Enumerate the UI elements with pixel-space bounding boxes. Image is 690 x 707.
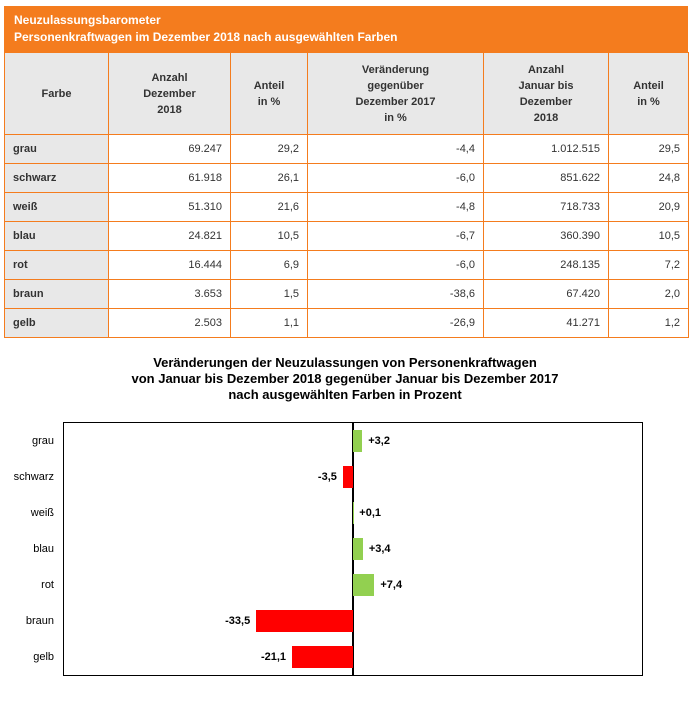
value-cell: -6,7 (308, 222, 484, 251)
report-subtitle: Personenkraftwagen im Dezember 2018 nach… (14, 29, 688, 46)
row-label-cell: schwarz (5, 164, 109, 193)
value-cell: 10,5 (609, 222, 689, 251)
value-cell: 29,2 (231, 135, 308, 164)
value-cell: -26,9 (308, 309, 484, 338)
value-cell: 24.821 (109, 222, 231, 251)
column-header-2: Anteil in % (231, 53, 308, 135)
bar-value-label: -33,5 (225, 615, 250, 627)
chart-plot-area: +3,2 -3,5 +0,1 +3,4 +7,4 -33,5 -21,1 (63, 422, 643, 676)
bar-value-label: -3,5 (318, 471, 337, 483)
column-header-5: Anteil in % (609, 53, 689, 135)
value-cell: 851.622 (484, 164, 609, 193)
bar-braun (256, 610, 353, 632)
row-label-cell: braun (5, 280, 109, 309)
value-cell: 1.012.515 (484, 135, 609, 164)
chart-bar-row: +0,1 (64, 495, 642, 531)
column-header-4: Anzahl Januar bis Dezember 2018 (484, 53, 609, 135)
chart-bar-row: +3,4 (64, 531, 642, 567)
report-title: Neuzulassungsbarometer (14, 12, 688, 29)
value-cell: 3.653 (109, 280, 231, 309)
value-cell: 7,2 (609, 251, 689, 280)
value-cell: 21,6 (231, 193, 308, 222)
column-header-3: Veränderung gegenüber Dezember 2017 in % (308, 53, 484, 135)
value-cell: 2.503 (109, 309, 231, 338)
row-label-cell: gelb (5, 309, 109, 338)
bar-blau (353, 538, 363, 560)
chart-title: Veränderungen der Neuzulassungen von Per… (0, 355, 690, 403)
bar-value-label: +0,1 (359, 507, 381, 519)
value-cell: 16.444 (109, 251, 231, 280)
bar-gelb (292, 646, 353, 668)
row-label-cell: blau (5, 222, 109, 251)
table-title-band: Neuzulassungsbarometer Personenkraftwage… (4, 6, 688, 52)
chart-category-label: braun (0, 603, 63, 639)
bar-grau (353, 430, 362, 452)
bar-value-label: +3,4 (369, 543, 391, 555)
value-cell: -6,0 (308, 251, 484, 280)
value-cell: 26,1 (231, 164, 308, 193)
row-label-cell: weiß (5, 193, 109, 222)
chart-bar-row: -21,1 (64, 639, 642, 675)
bar-schwarz (343, 466, 353, 488)
value-cell: 360.390 (484, 222, 609, 251)
value-cell: 29,5 (609, 135, 689, 164)
value-cell: -4,4 (308, 135, 484, 164)
report-page: Neuzulassungsbarometer Personenkraftwage… (0, 6, 690, 676)
value-cell: 1,1 (231, 309, 308, 338)
chart-bar-row: +7,4 (64, 567, 642, 603)
bar-rot (353, 574, 374, 596)
chart-category-label: gelb (0, 639, 63, 675)
bar-value-label: -21,1 (261, 651, 286, 663)
row-label-cell: grau (5, 135, 109, 164)
chart-bar-row: -33,5 (64, 603, 642, 639)
value-cell: -4,8 (308, 193, 484, 222)
bar-value-label: +7,4 (380, 579, 402, 591)
chart-category-label: weiß (0, 495, 63, 531)
value-cell: 248.135 (484, 251, 609, 280)
bar-value-label: +3,2 (368, 435, 390, 447)
value-cell: 24,8 (609, 164, 689, 193)
value-cell: 1,2 (609, 309, 689, 338)
value-cell: 1,5 (231, 280, 308, 309)
value-cell: -38,6 (308, 280, 484, 309)
value-cell: 61.918 (109, 164, 231, 193)
chart-bar-row: -3,5 (64, 459, 642, 495)
chart-category-label: grau (0, 423, 63, 459)
chart-category-label: blau (0, 531, 63, 567)
value-cell: 41.271 (484, 309, 609, 338)
value-cell: 2,0 (609, 280, 689, 309)
chart-category-label: schwarz (0, 459, 63, 495)
value-cell: 69.247 (109, 135, 231, 164)
value-cell: 67.420 (484, 280, 609, 309)
value-cell: 51.310 (109, 193, 231, 222)
value-cell: 20,9 (609, 193, 689, 222)
chart-bar-row: +3,2 (64, 423, 642, 459)
row-label-cell: rot (5, 251, 109, 280)
column-header-1: Anzahl Dezember 2018 (109, 53, 231, 135)
value-cell: 6,9 (231, 251, 308, 280)
value-cell: 10,5 (231, 222, 308, 251)
value-cell: 718.733 (484, 193, 609, 222)
chart-category-label: rot (0, 567, 63, 603)
column-header-0: Farbe (5, 53, 109, 135)
value-cell: -6,0 (308, 164, 484, 193)
